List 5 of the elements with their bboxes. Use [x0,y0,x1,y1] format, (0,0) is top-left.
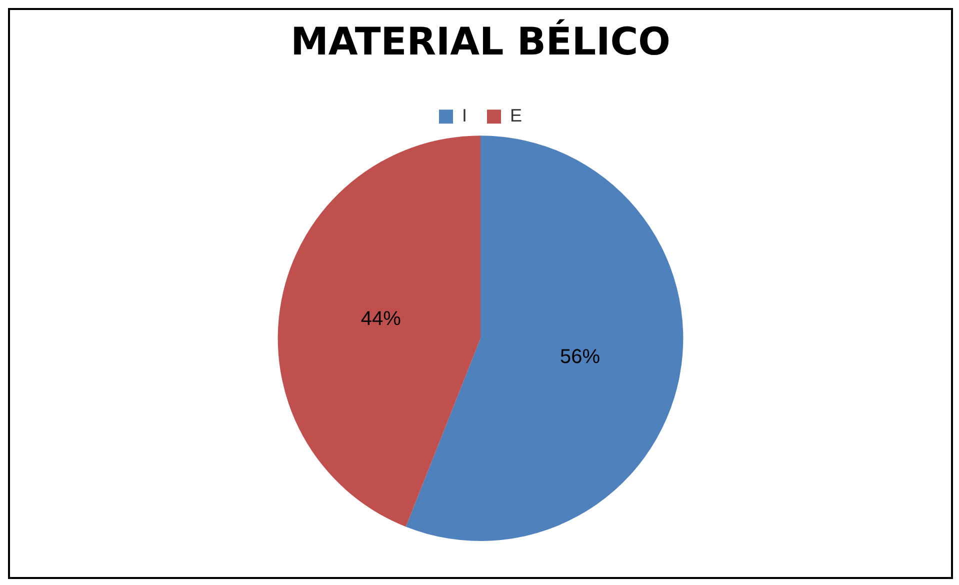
legend-label: I [462,106,468,126]
data-label: 56% [560,346,600,368]
legend-label: E [510,106,522,126]
data-label: 44% [360,308,402,330]
chart-title: MATERIAL BÉLICO [290,18,670,64]
